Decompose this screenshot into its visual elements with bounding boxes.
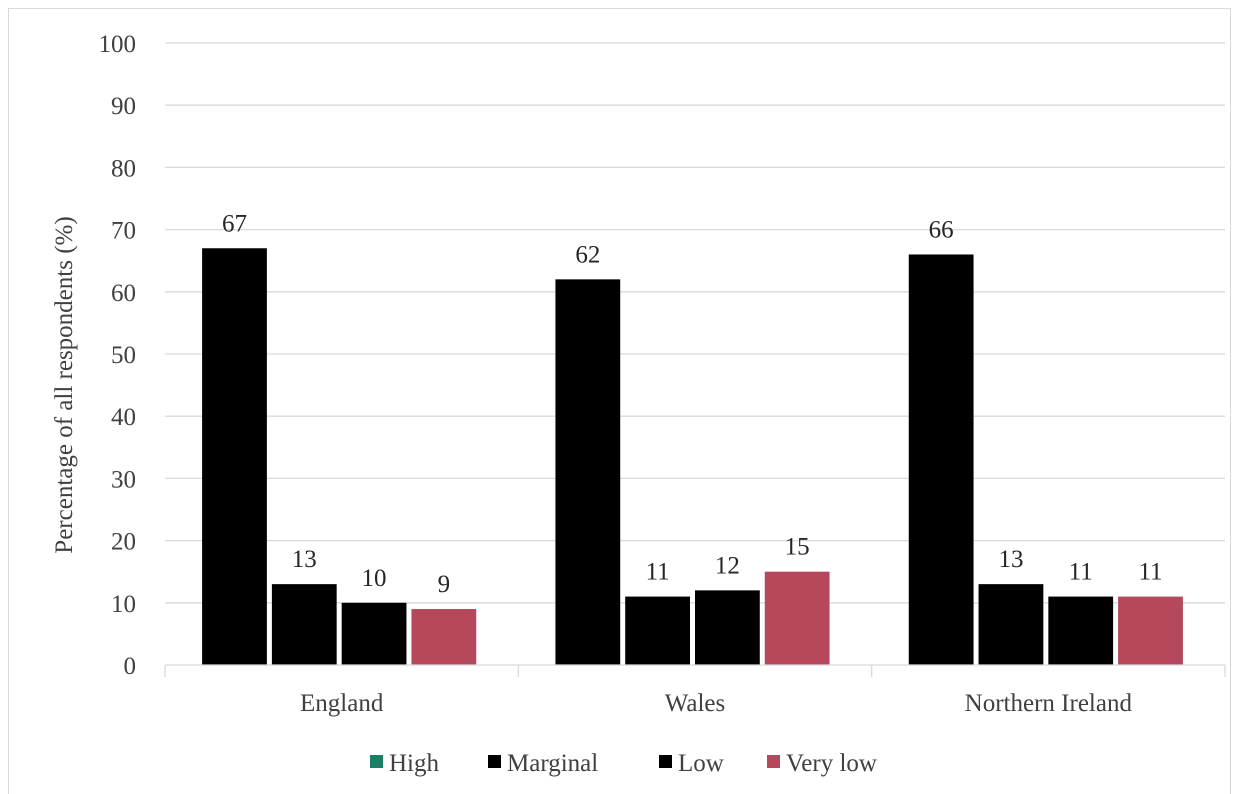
y-tick-label: 80 [111,155,136,182]
y-tick-label: 60 [111,280,136,307]
y-axis-title: Percentage of all respondents (%) [51,216,78,553]
bar [908,254,974,666]
gridlines [165,42,1225,604]
legend-label: Marginal [507,750,598,777]
y-tick-label: 90 [111,93,136,120]
bar [1118,596,1183,665]
data-label: 11 [1138,559,1162,586]
data-label: 11 [646,559,670,586]
data-label: 13 [292,546,317,573]
bars [202,248,1183,666]
data-label: 62 [575,241,600,268]
data-label: 10 [362,565,387,592]
bar [411,609,477,665]
legend-swatch [767,755,780,768]
legend-swatch [488,755,501,768]
y-tick-label: 10 [111,591,136,618]
bar [1048,596,1114,665]
bar [341,602,407,665]
y-tick-label: 30 [111,466,136,493]
bar [555,279,621,665]
legend-swatch [370,755,383,768]
y-tick-label: 20 [111,529,136,556]
data-label: 66 [929,216,954,243]
data-labels: 67 13 10 9 62 11 12 15 66 13 11 11 [222,210,1163,598]
data-label: 15 [785,534,810,561]
y-tick-label: 40 [111,404,136,431]
legend: High Marginal Low Very low [370,750,877,777]
y-tick-label: 0 [124,653,137,680]
data-label: 9 [438,571,451,598]
legend-swatch [659,755,672,768]
y-tick-label: 100 [99,31,137,58]
y-tick-label: 70 [111,218,136,245]
data-label: 12 [715,552,740,579]
bar [625,596,690,665]
x-tick-label: Wales [665,690,725,717]
x-tick-label: England [300,690,384,717]
y-tick-label: 50 [111,342,136,369]
data-label: 11 [1069,559,1093,586]
legend-label: Low [678,750,724,777]
data-label: 13 [998,546,1023,573]
bar [764,571,830,665]
data-label: 67 [222,210,247,237]
legend-label: Very low [786,750,877,777]
x-tick-label: Northern Ireland [965,690,1133,717]
bar [695,590,760,665]
bar [202,248,267,665]
bar [978,584,1044,665]
axes: 0 10 20 30 40 50 60 70 80 90 100 England Wales Northe… [99,31,1226,717]
bar [271,584,337,665]
legend-label: High [389,750,440,777]
